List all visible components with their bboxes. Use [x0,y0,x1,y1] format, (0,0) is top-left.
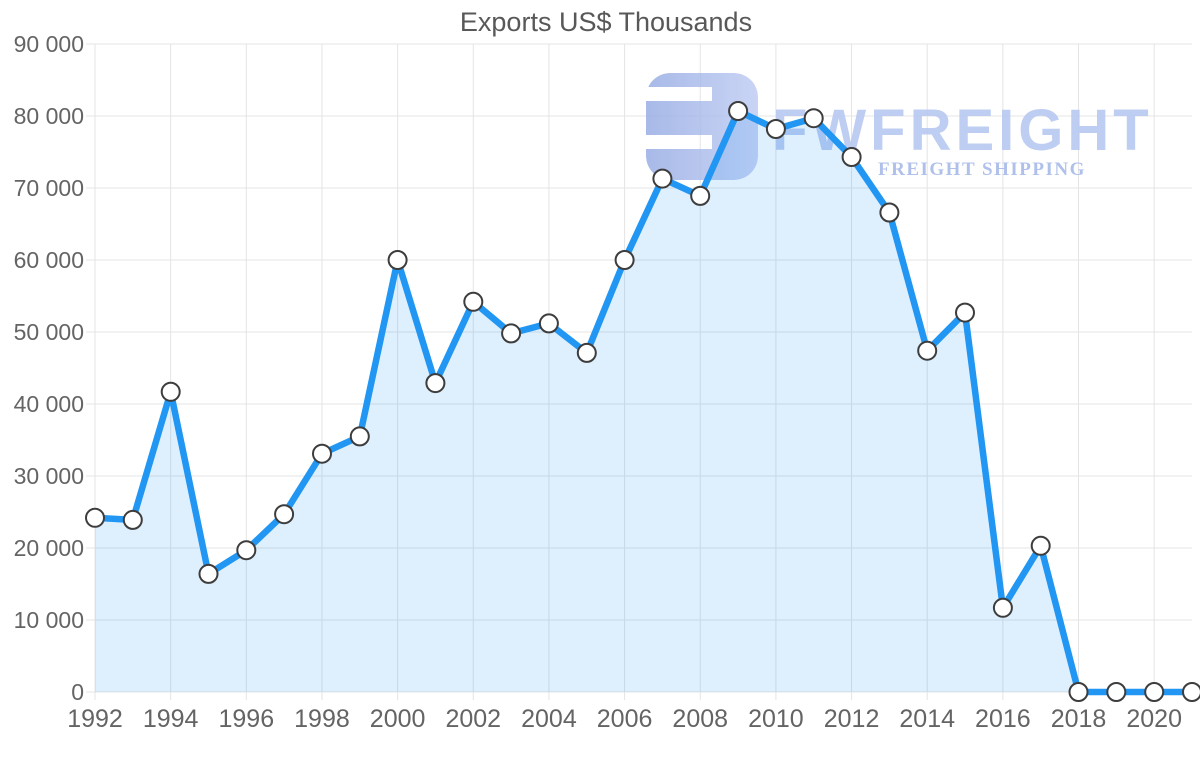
area-fill [95,111,1192,692]
data-point-marker [992,597,1013,618]
data-point-marker [274,504,295,525]
y-tick-label: 20 000 [14,535,84,561]
x-tick-label: 2004 [521,705,577,733]
data-point-marker [387,250,408,270]
x-tick-label: 2006 [597,705,653,733]
data-point-marker [1068,682,1089,702]
data-point-marker [160,381,181,402]
data-point-marker [312,443,332,464]
data-point-marker [538,313,559,334]
data-point-marker [576,342,597,363]
data-point-marker [728,101,749,121]
data-point-marker [122,509,143,530]
data-point-marker [765,119,786,139]
y-tick-label: 50 000 [14,319,84,345]
data-point-marker [1030,535,1051,556]
data-point-marker [501,323,522,344]
y-tick-label: 80 000 [14,103,84,129]
y-tick-label: 90 000 [14,31,84,57]
data-point-marker [955,302,975,323]
y-tick-label: 40 000 [14,391,84,417]
x-tick-label: 2020 [1126,705,1182,733]
x-tick-label: 2008 [672,705,728,733]
data-point-marker [198,563,219,584]
data-point-marker [803,108,824,129]
x-tick-label: 1998 [294,705,350,733]
data-point-marker [349,426,370,447]
x-tick-label: 2012 [824,705,880,733]
data-point-marker [1144,682,1165,702]
data-point-marker [85,507,105,528]
x-tick-label: 1994 [143,705,199,733]
data-point-marker [614,250,635,270]
data-point-marker [879,202,900,223]
y-tick-label: 70 000 [14,175,84,201]
y-tick-label: 0 [71,679,84,705]
data-point-marker [841,147,862,167]
data-point-marker [1182,682,1200,702]
y-tick-label: 30 000 [14,463,84,489]
y-tick-label: 10 000 [14,607,84,633]
axis-labels: 0 10 000 20 000 30 000 40 000 50 000 60 000 70 … [14,31,1182,733]
data-point-marker [425,373,446,394]
data-point-marker [1106,682,1127,702]
watermark: FWFREIGHT FREIGHT SHIPPING [646,73,1153,180]
x-tick-label: 2014 [899,705,955,733]
data-point-marker [463,291,484,312]
x-tick-label: 2018 [1051,705,1107,733]
fwfreight-logo-icon [646,73,758,180]
x-tick-label: 2010 [748,705,804,733]
data-point-marker [236,540,257,561]
y-tick-label: 60 000 [14,247,84,273]
x-tick-label: 2016 [975,705,1031,733]
data-point-marker [690,185,711,206]
data-point-marker [652,168,673,189]
x-tick-label: 2002 [445,705,501,733]
chart-title: Exports US$ Thousands [460,7,752,37]
x-tick-label: 1996 [218,705,274,733]
x-tick-label: 1992 [67,705,123,733]
x-tick-label: 2000 [370,705,426,733]
exports-series [85,101,1200,702]
watermark-tagline: FREIGHT SHIPPING [878,159,1086,180]
watermark-brand: FWFREIGHT [772,98,1153,163]
data-point-marker [917,340,938,361]
